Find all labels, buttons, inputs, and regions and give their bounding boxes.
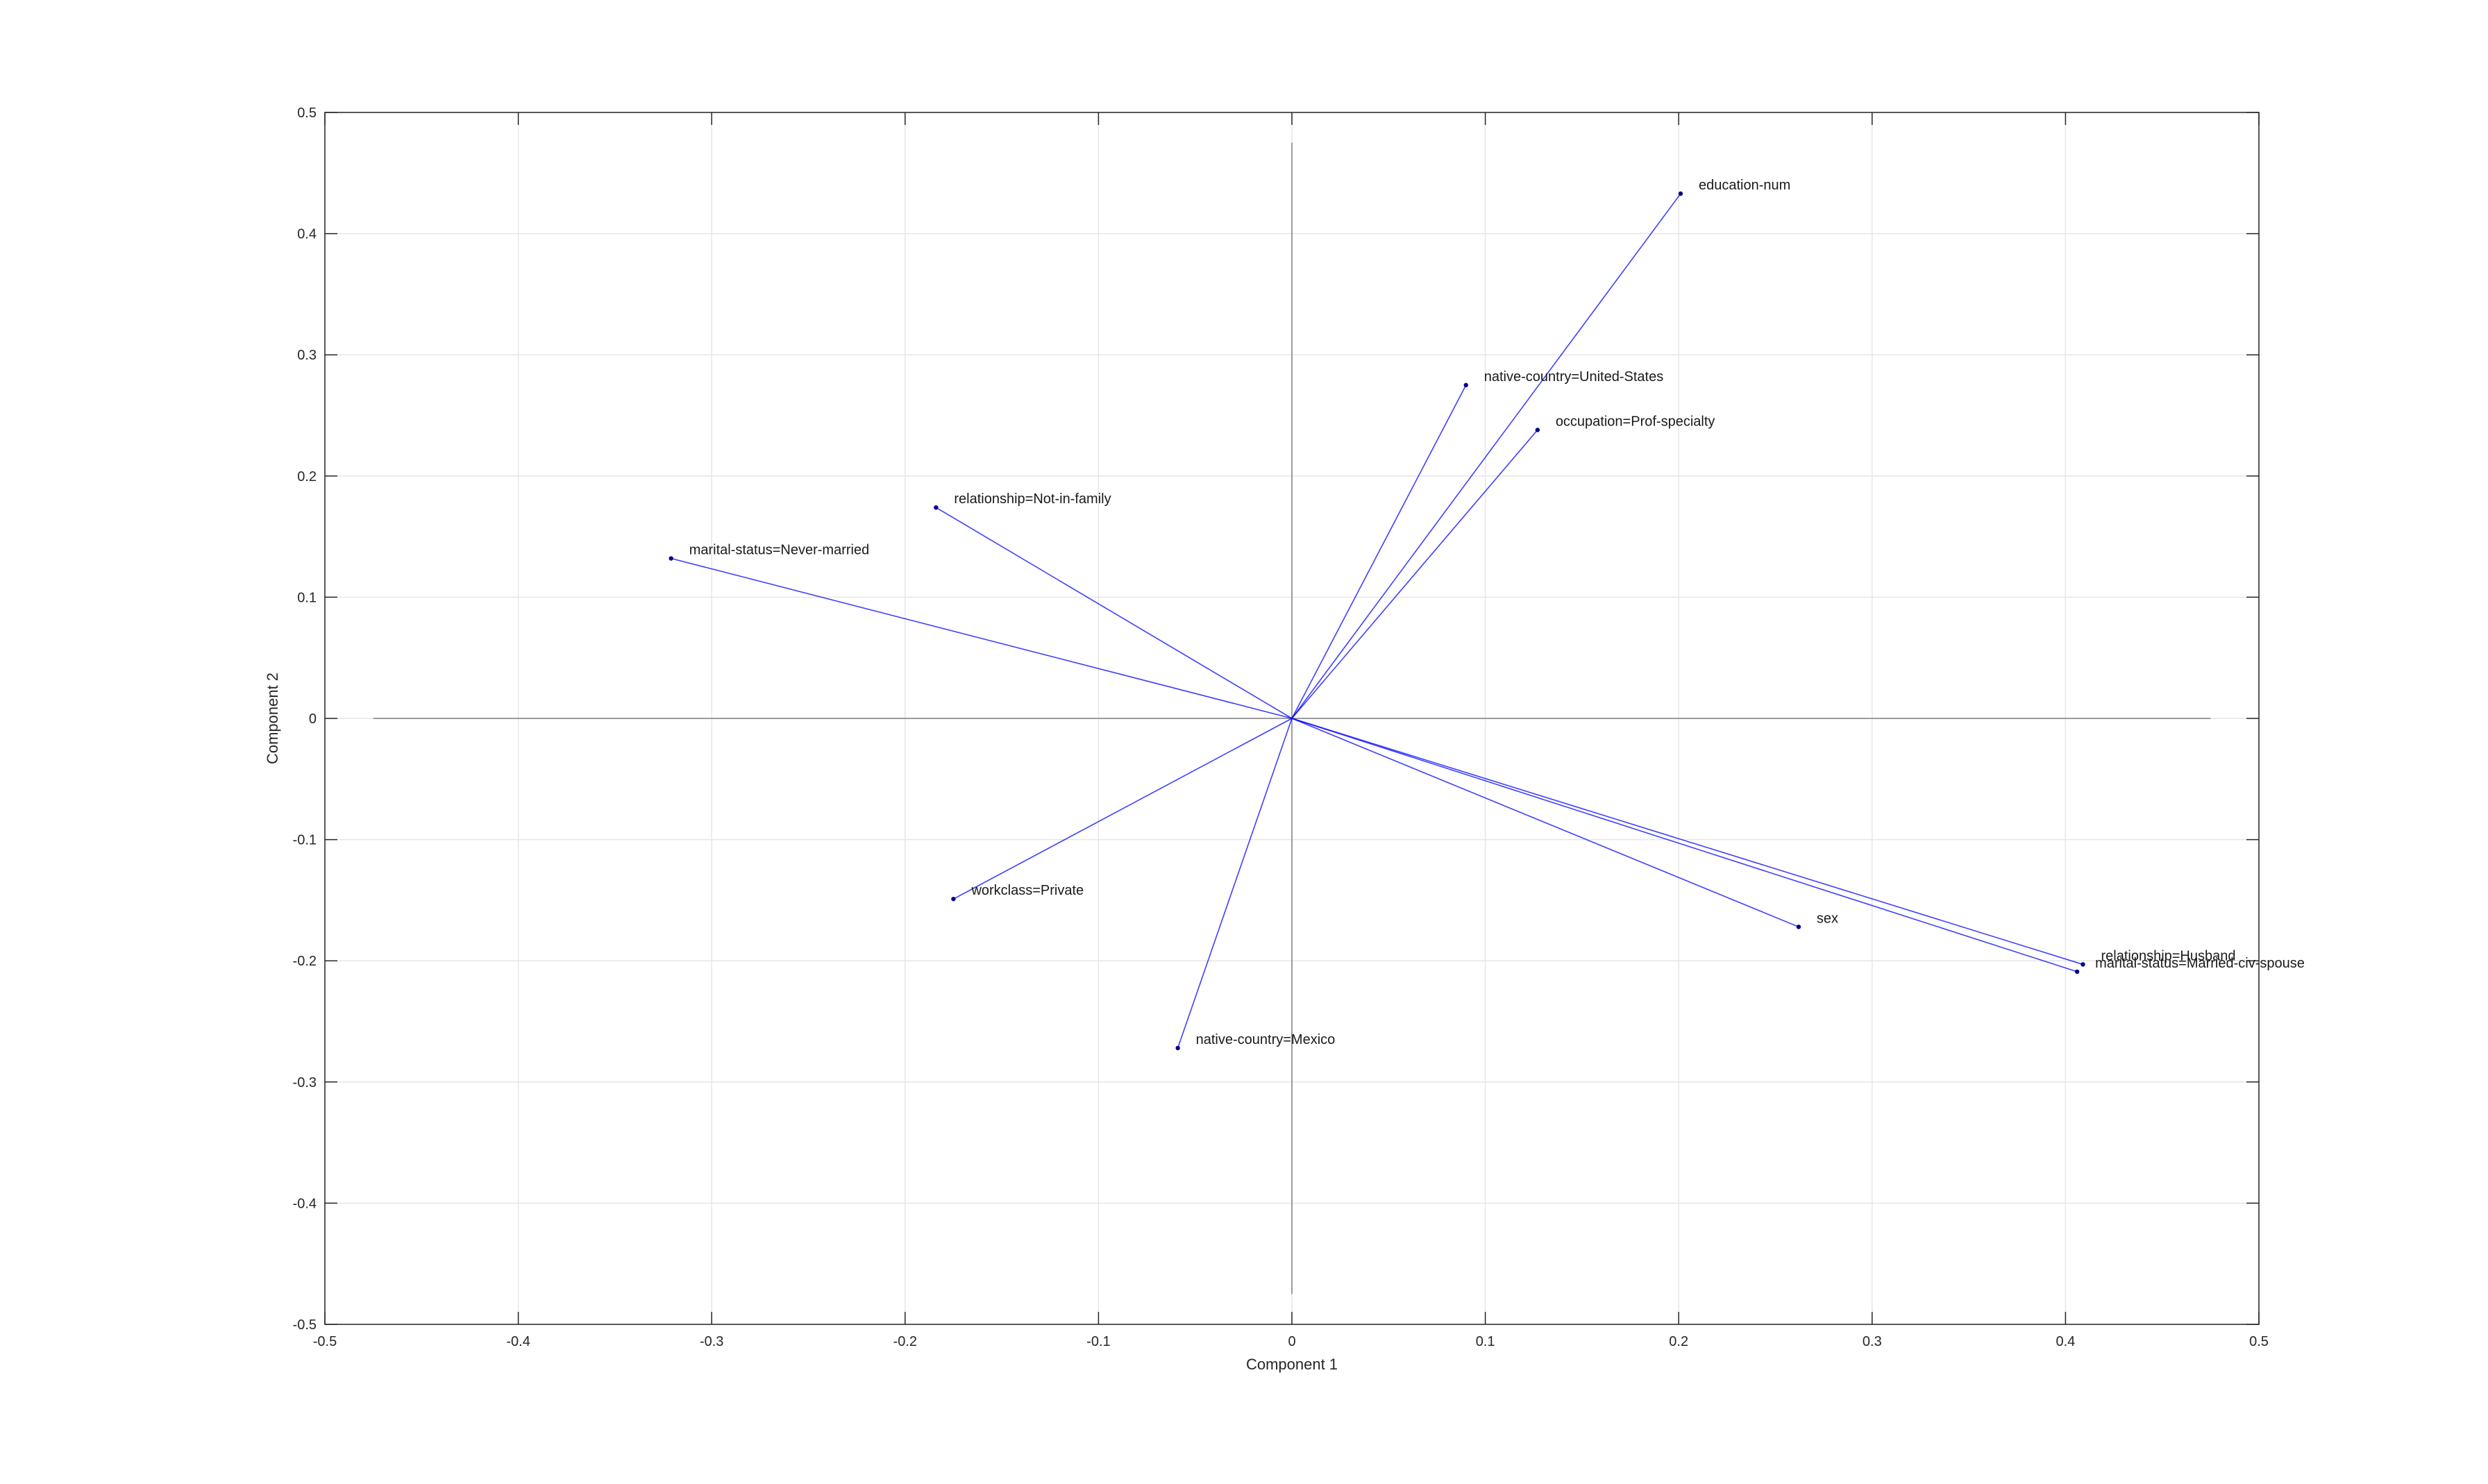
vector-label: relationship=Husband: [2101, 948, 2235, 963]
vector-line: [1291, 718, 2083, 966]
y-axis-title: Component 2: [264, 673, 281, 764]
y-tick-label: 0.4: [297, 227, 317, 242]
vector-endpoint: [1678, 191, 1683, 196]
vector-endpoint: [1175, 1045, 1180, 1051]
x-axis-title: Component 1: [1246, 1356, 1338, 1373]
vector-endpoint: [669, 556, 673, 561]
y-tick-label: -0.5: [293, 1317, 317, 1333]
x-tick-label: 0.1: [1476, 1334, 1495, 1349]
vector-endpoint: [2074, 969, 2080, 975]
vector-label: relationship=Not-in-family: [954, 491, 1111, 507]
vector-label: sex: [1817, 911, 1838, 926]
vector-endpoint: [951, 896, 956, 902]
x-tick-label: 0.4: [2056, 1334, 2075, 1349]
y-tick-label: 0.3: [297, 348, 317, 363]
vector-label: education-num: [1699, 178, 1790, 193]
y-tick-label: -0.2: [293, 954, 317, 969]
vector-endpoint: [1535, 428, 1540, 432]
vector-endpoint: [934, 505, 939, 510]
y-tick-label: -0.4: [293, 1196, 317, 1211]
vector-label: marital-status=Married-civ-spouse: [2095, 956, 2305, 971]
vector-line: [1291, 385, 1467, 719]
loading-vectors: education-num native-country=United-State…: [669, 178, 2305, 1051]
vector-label: occupation=Prof-specialty: [1556, 414, 1715, 429]
axis-ticks: -0.5 -0.4 -0.3 -0.2 -0.1 0 0.1 0.2 0.3 0.4 0.5 -0.5…: [293, 106, 2269, 1349]
vector-label: workclass=Private: [970, 883, 1084, 898]
x-tick-label: -0.3: [700, 1334, 723, 1349]
y-tick-label: 0.5: [297, 106, 317, 121]
vector-line: [935, 507, 1293, 719]
x-tick-label: 0.3: [1863, 1334, 1882, 1349]
vector-line: [953, 718, 1293, 900]
x-tick-label: 0.2: [1669, 1334, 1688, 1349]
x-tick-label: -0.4: [506, 1334, 530, 1349]
y-tick-label: 0.1: [297, 590, 317, 605]
vector-line: [1291, 429, 1538, 719]
vector-label: marital-status=Never-married: [689, 543, 870, 558]
vector-line: [671, 557, 1293, 719]
vector-line: [1291, 718, 2078, 972]
vector-label: native-country=Mexico: [1196, 1032, 1336, 1047]
y-tick-label: -0.3: [293, 1075, 317, 1090]
vector-endpoint: [2081, 962, 2085, 967]
vector-endpoint: [1796, 925, 1801, 929]
vector-label: native-country=United-States: [1484, 369, 1663, 385]
y-tick-label: 0.2: [297, 469, 317, 484]
y-tick-label: 0: [309, 711, 317, 727]
x-tick-label: -0.5: [313, 1334, 337, 1349]
x-tick-label: -0.2: [893, 1334, 917, 1349]
x-tick-label: -0.1: [1086, 1334, 1110, 1349]
x-tick-label: 0.5: [2249, 1334, 2269, 1349]
vector-line: [1177, 718, 1293, 1049]
x-tick-label: 0: [1288, 1334, 1295, 1349]
vector-line: [1291, 718, 1799, 928]
vector-line: [1291, 193, 1681, 719]
y-tick-label: -0.1: [293, 833, 317, 848]
vector-endpoint: [1463, 382, 1468, 388]
